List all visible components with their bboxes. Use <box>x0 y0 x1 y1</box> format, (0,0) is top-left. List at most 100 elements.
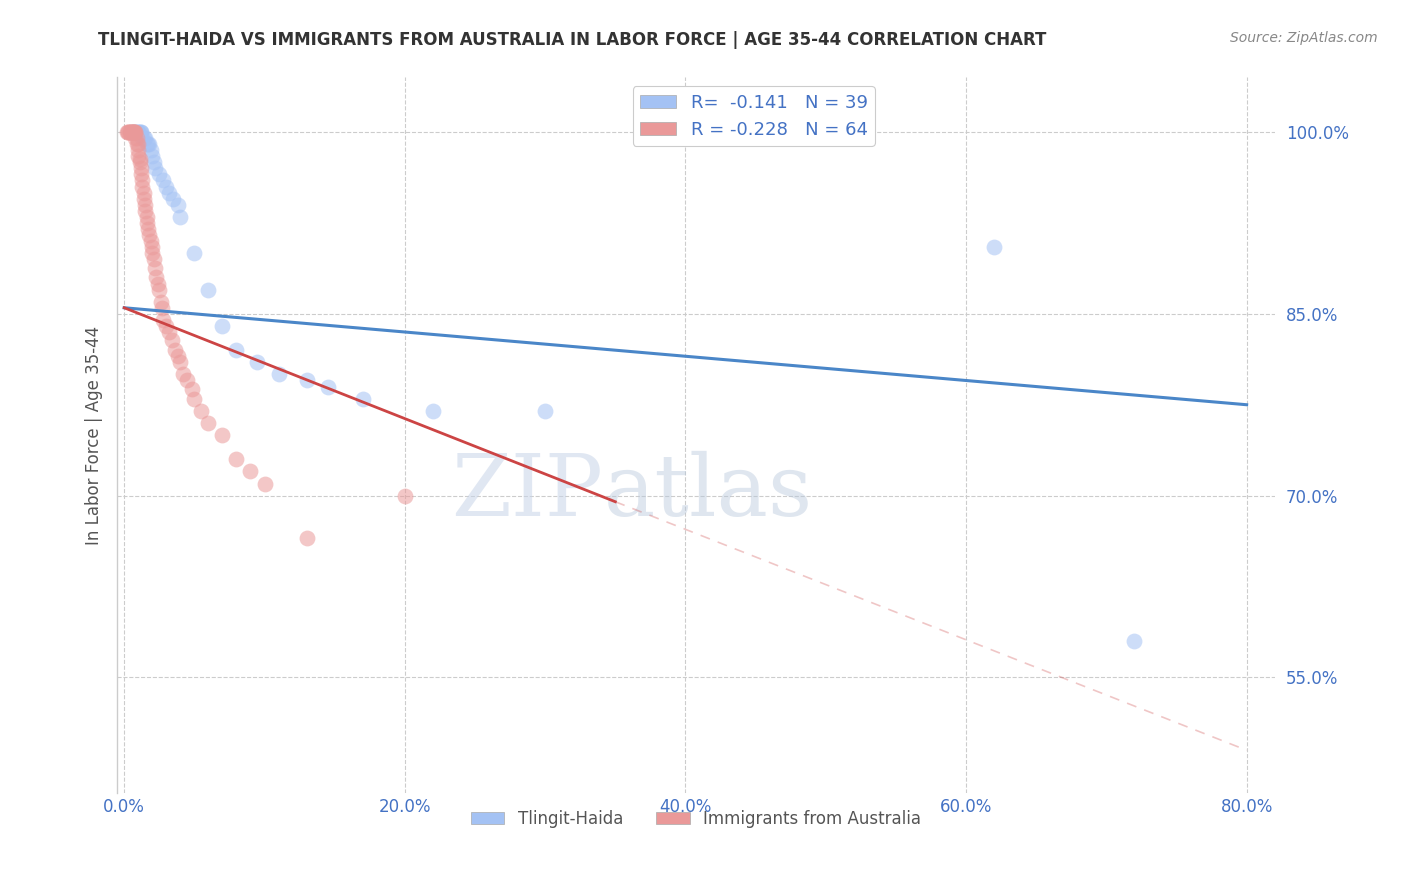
Point <box>122 125 145 139</box>
Point <box>295 531 318 545</box>
Point <box>157 186 180 200</box>
Point <box>135 216 157 230</box>
Point <box>127 125 149 139</box>
Point <box>141 149 163 163</box>
Text: ZIP: ZIP <box>451 450 603 533</box>
Point <box>316 379 339 393</box>
Point <box>134 131 156 145</box>
Point <box>124 125 146 139</box>
Point <box>117 125 139 139</box>
Point <box>122 125 145 139</box>
Legend: Tlingit-Haida, Immigrants from Australia: Tlingit-Haida, Immigrants from Australia <box>464 803 928 834</box>
Point <box>197 416 219 430</box>
Y-axis label: In Labor Force | Age 35-44: In Labor Force | Age 35-44 <box>86 326 103 545</box>
Point <box>120 125 142 139</box>
Point <box>422 404 444 418</box>
Point <box>166 349 188 363</box>
Point <box>149 294 172 309</box>
Point <box>135 137 157 152</box>
Point <box>138 137 160 152</box>
Point <box>160 334 183 348</box>
Point <box>295 374 318 388</box>
Text: atlas: atlas <box>603 450 813 533</box>
Point <box>163 343 186 358</box>
Point <box>125 137 148 152</box>
Point <box>131 173 153 187</box>
Point <box>127 143 149 157</box>
Point <box>136 222 159 236</box>
Point <box>155 318 177 333</box>
Point <box>146 277 169 291</box>
Point <box>120 125 142 139</box>
Point <box>118 125 141 139</box>
Point <box>142 252 165 267</box>
Point <box>120 125 142 139</box>
Point <box>124 131 146 145</box>
Point <box>129 161 152 176</box>
Point <box>143 260 166 275</box>
Point <box>176 374 198 388</box>
Point <box>115 125 138 139</box>
Point <box>122 125 145 139</box>
Point <box>132 131 155 145</box>
Point <box>128 152 150 166</box>
Point <box>138 227 160 242</box>
Point <box>120 125 142 139</box>
Point <box>152 313 174 327</box>
Point <box>135 210 157 224</box>
Point <box>352 392 374 406</box>
Point <box>157 325 180 339</box>
Point <box>125 125 148 139</box>
Point <box>145 270 167 285</box>
Point <box>132 186 155 200</box>
Point <box>139 234 162 248</box>
Point <box>125 131 148 145</box>
Point <box>253 476 276 491</box>
Point <box>142 155 165 169</box>
Point <box>148 168 170 182</box>
Point <box>190 404 212 418</box>
Point <box>143 161 166 176</box>
Point <box>131 179 153 194</box>
Point <box>239 464 262 478</box>
Point <box>169 210 191 224</box>
Point <box>155 179 177 194</box>
Point <box>131 131 153 145</box>
Point <box>121 125 143 139</box>
Point <box>129 125 152 139</box>
Point <box>128 125 150 139</box>
Point <box>129 168 152 182</box>
Point <box>141 240 163 254</box>
Point <box>166 198 188 212</box>
Point <box>211 318 233 333</box>
Point <box>134 203 156 218</box>
Point <box>132 192 155 206</box>
Point <box>394 489 416 503</box>
Point <box>180 382 202 396</box>
Point <box>267 368 290 382</box>
Text: TLINGIT-HAIDA VS IMMIGRANTS FROM AUSTRALIA IN LABOR FORCE | AGE 35-44 CORRELATIO: TLINGIT-HAIDA VS IMMIGRANTS FROM AUSTRAL… <box>98 31 1047 49</box>
Point <box>139 143 162 157</box>
Point <box>246 355 269 369</box>
Point <box>136 137 159 152</box>
Point <box>129 125 152 139</box>
Point <box>183 392 205 406</box>
Point <box>141 246 163 260</box>
Point <box>534 404 557 418</box>
Point <box>128 155 150 169</box>
Point <box>1123 634 1146 648</box>
Point <box>150 301 173 315</box>
Point <box>148 283 170 297</box>
Point <box>127 125 149 139</box>
Point <box>162 192 184 206</box>
Point <box>124 125 146 139</box>
Point <box>172 368 194 382</box>
Point <box>134 198 156 212</box>
Point <box>121 125 143 139</box>
Point <box>169 355 191 369</box>
Point <box>183 246 205 260</box>
Point <box>983 240 1005 254</box>
Point <box>118 125 141 139</box>
Point <box>225 452 247 467</box>
Point <box>121 125 143 139</box>
